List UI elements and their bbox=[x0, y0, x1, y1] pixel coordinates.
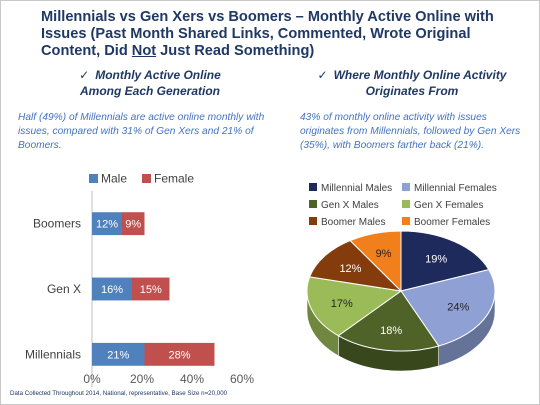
legend-label-boomer-males: Boomer Males bbox=[321, 217, 385, 228]
pie-value-label: 24% bbox=[447, 301, 469, 313]
footnote: Data Collected Throughout 2014, National… bbox=[10, 390, 228, 397]
bar-gen-x-female bbox=[132, 277, 170, 301]
bar-value-label: 21% bbox=[107, 349, 129, 361]
pie-chart: Millennial Males Millennial Females Gen X … bbox=[306, 183, 497, 372]
legend-swatch-millennial-males bbox=[309, 183, 317, 191]
pie-slice-boomer-females bbox=[349, 230, 402, 293]
category-label-millennials: Millennials bbox=[25, 347, 81, 361]
legend-swatch-millennial-females bbox=[402, 183, 410, 191]
bar-gen-x-male bbox=[92, 277, 132, 301]
pie-slice-gen-x-males bbox=[337, 290, 440, 352]
legend-swatch-gen-x-females bbox=[402, 200, 410, 208]
pie-slice-millennial-females bbox=[400, 269, 496, 347]
x-tick-label: 0% bbox=[83, 372, 101, 386]
legend-label-millennial-females: Millennial Females bbox=[414, 183, 497, 194]
category-label-gen-x: Gen X bbox=[47, 282, 81, 296]
slide-title: Millennials vs Gen Xers vs Boomers – Mon… bbox=[41, 9, 494, 59]
checkmark-icon: ✓ bbox=[79, 68, 90, 82]
right-subheading: ✓ Where Monthly Online Activity Originates… bbox=[317, 68, 507, 98]
pie-value-label: 19% bbox=[425, 253, 447, 265]
bar-millennials-female bbox=[144, 342, 215, 366]
legend-label-female: Female bbox=[154, 172, 194, 186]
bar-chart: Male Female 0% 20% 40% 60% Boomers 12% 9% Gen X 16… bbox=[25, 172, 254, 387]
legend-label-boomer-females: Boomer Females bbox=[414, 217, 490, 228]
legend-swatch-boomer-males bbox=[309, 217, 317, 225]
bar-value-label: 28% bbox=[168, 349, 190, 361]
legend-label-gen-x-females: Gen X Females bbox=[414, 200, 483, 211]
right-description: 43% of monthly online activity with issu… bbox=[300, 112, 521, 151]
bar-boomers-female bbox=[122, 212, 145, 236]
x-tick-label: 20% bbox=[130, 372, 154, 386]
pie-slice-boomer-males bbox=[308, 239, 403, 292]
legend-swatch-female bbox=[142, 174, 151, 183]
bar-value-label: 12% bbox=[96, 219, 118, 231]
pie-value-label: 9% bbox=[376, 248, 392, 260]
left-description: Half (49%) of Millennials are active onl… bbox=[18, 112, 265, 151]
pie-value-label: 18% bbox=[380, 325, 402, 337]
pie-value-label: 12% bbox=[339, 263, 361, 275]
legend-label-gen-x-males: Gen X Males bbox=[321, 200, 379, 211]
bar-value-label: 16% bbox=[101, 284, 123, 296]
checkmark-icon: ✓ bbox=[317, 68, 328, 82]
bar-value-label: 15% bbox=[140, 284, 162, 296]
category-label-boomers: Boomers bbox=[33, 217, 81, 231]
bar-millennials-male bbox=[92, 342, 145, 366]
x-tick-label: 60% bbox=[230, 372, 254, 386]
pie-slice-gen-x-females bbox=[306, 276, 403, 337]
x-tick-label: 40% bbox=[180, 372, 204, 386]
bar-boomers-male bbox=[92, 212, 122, 236]
title-underlined-word: Not bbox=[131, 43, 157, 59]
legend-label-male: Male bbox=[101, 172, 127, 186]
legend-swatch-male bbox=[89, 174, 98, 183]
bar-value-label: 9% bbox=[125, 219, 141, 231]
pie-value-label: 17% bbox=[331, 298, 353, 310]
legend-swatch-boomer-females bbox=[402, 217, 410, 225]
pie-slice-millennial-males bbox=[400, 230, 490, 292]
legend-label-millennial-males: Millennial Males bbox=[321, 183, 392, 194]
left-subheading: ✓ Monthly Active Online Among Each Generat… bbox=[79, 68, 221, 98]
legend-swatch-gen-x-males bbox=[309, 200, 317, 208]
